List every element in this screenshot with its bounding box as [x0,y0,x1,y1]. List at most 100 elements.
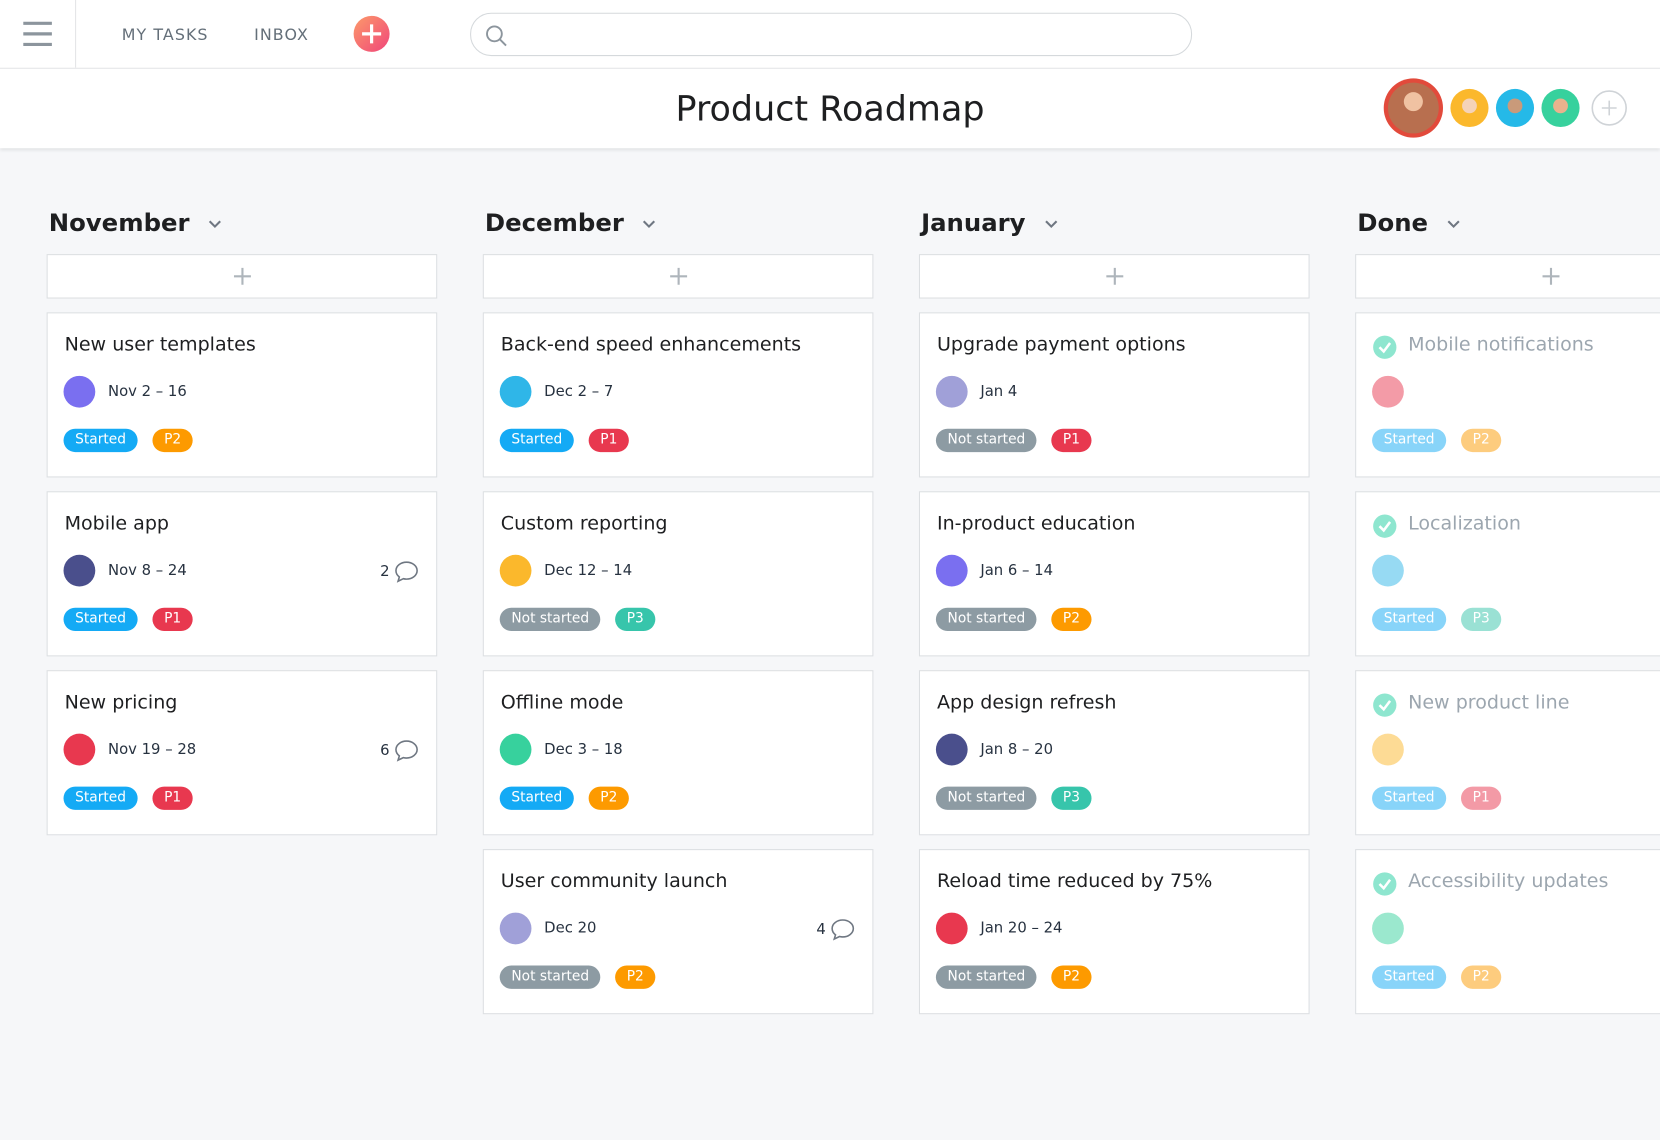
priority-tag: P2 [1051,607,1092,631]
comment-count[interactable]: 6 [380,739,419,762]
task-card[interactable]: In-product education Jan 6 – 14 Not starte… [918,491,1310,657]
status-tag: Not started [935,786,1037,810]
status-tag: Not started [935,965,1037,989]
status-tag: Started [63,428,138,453]
column-title[interactable]: January [921,210,1061,237]
search-icon [486,25,507,47]
due-date: Dec 12 – 14 [544,562,633,580]
task-card[interactable]: Mobile notifications Started P2 [1355,312,1660,478]
search-box[interactable] [470,12,1193,57]
add-task-button[interactable] [918,254,1310,299]
priority-tag: P2 [588,786,630,810]
column-title[interactable]: December [485,210,660,237]
complete-check [1372,692,1397,717]
assignee-avatar [1372,554,1404,587]
project-title: Product Roadmap [675,87,985,130]
task-card[interactable]: App design refresh Jan 8 – 20 Not started P… [918,670,1310,836]
due-date: Dec 20 [544,920,597,937]
status-tag: Started [499,786,574,810]
priority-tag: P1 [1051,428,1092,453]
task-card[interactable]: User community launch Dec 20 Not started P2… [482,849,874,1015]
priority-tag: P1 [588,428,630,453]
top-bar: MY TASKS INBOX [0,0,1660,69]
assignee-avatar [499,912,532,945]
comment-count[interactable]: 4 [816,918,855,941]
assignee-avatar [63,554,96,587]
due-date: Jan 4 [980,383,1018,401]
priority-tag: P2 [615,965,656,989]
nav-inbox[interactable]: INBOX [254,25,309,45]
priority-tag: P2 [1461,428,1502,453]
column-menu[interactable] [204,217,225,232]
assignee-avatar [935,733,968,766]
assignee-avatar [499,554,532,587]
status-tag: Started [1372,428,1447,453]
complete-check [1372,871,1397,896]
column-menu[interactable] [1443,217,1464,232]
comment-number: 6 [380,742,390,760]
status-tag: Not started [499,965,601,989]
assignee-avatar [499,733,532,766]
task-card[interactable]: Upgrade payment options Jan 4 Not started P… [918,312,1310,478]
task-title: App design refresh [936,691,1117,714]
complete-check [1372,513,1397,538]
task-title: Localization [1408,512,1521,535]
task-card[interactable]: Mobile app Nov 8 – 24 Started P1 2 [46,491,438,657]
task-card[interactable]: Accessibility updates Started P2 [1355,849,1660,1015]
task-title: New product line [1408,691,1570,714]
task-title: Custom reporting [500,512,668,535]
status-tag: Not started [935,607,1037,631]
assignee-avatar [1372,912,1404,945]
assignee-avatar [935,554,968,587]
status-tag: Started [1372,965,1447,989]
comment-count[interactable]: 2 [380,560,419,583]
project-header: Product Roadmap [0,68,1660,149]
assignee-avatar [935,912,968,945]
status-tag: Not started [935,428,1037,453]
quick-add-button[interactable] [353,15,393,55]
nav-my-tasks[interactable]: MY TASKS [121,25,209,45]
add-task-button[interactable] [1355,254,1660,299]
menu-button[interactable] [0,0,77,68]
priority-tag: P3 [1051,786,1092,810]
task-card[interactable]: New pricing Nov 19 – 28 Started P1 6 [46,670,438,836]
assignee-avatar [1372,375,1404,408]
column-title[interactable]: November [49,210,226,237]
task-card[interactable]: Custom reporting Dec 12 – 14 Not started P3 [482,491,874,657]
column-menu[interactable] [639,217,660,232]
column-title[interactable]: Done [1357,210,1464,237]
task-title: In-product education [936,512,1136,535]
task-title: Reload time reduced by 75% [936,870,1213,893]
assignee-avatar [1372,733,1404,766]
due-date: Nov 2 – 16 [107,383,187,401]
task-title: User community launch [500,870,728,893]
task-title: Offline mode [500,691,624,714]
add-task-button[interactable] [482,254,874,299]
task-card[interactable]: New user templates Nov 2 – 16 Started P2 [46,312,438,478]
priority-tag: P2 [1461,965,1502,989]
task-title: Mobile notifications [1408,333,1594,356]
assignee-avatar [63,733,96,766]
task-card[interactable]: New product line Started P1 [1355,670,1660,836]
add-task-button[interactable] [46,254,438,299]
priority-tag: P2 [152,428,193,453]
status-tag: Started [63,607,138,631]
task-title: New user templates [64,333,256,356]
comment-number: 4 [816,921,826,939]
task-card[interactable]: Offline mode Dec 3 – 18 Started P2 [482,670,874,836]
due-date: Dec 2 – 7 [544,383,614,401]
task-title: Accessibility updates [1408,870,1609,893]
task-card[interactable]: Back-end speed enhancements Dec 2 – 7 Star… [482,312,874,478]
priority-tag: P1 [152,786,193,810]
priority-tag: P1 [152,607,193,631]
comment-icon [395,561,418,583]
due-date: Nov 19 – 28 [107,741,197,759]
assignee-avatar [63,375,96,408]
due-date: Jan 8 – 20 [980,741,1054,759]
task-card[interactable]: Reload time reduced by 75% Jan 20 – 24 Not… [918,849,1310,1015]
status-tag: Started [63,786,138,810]
priority-tag: P2 [1051,965,1092,989]
column-menu[interactable] [1040,217,1061,232]
task-card[interactable]: Localization Started P3 [1355,491,1660,657]
